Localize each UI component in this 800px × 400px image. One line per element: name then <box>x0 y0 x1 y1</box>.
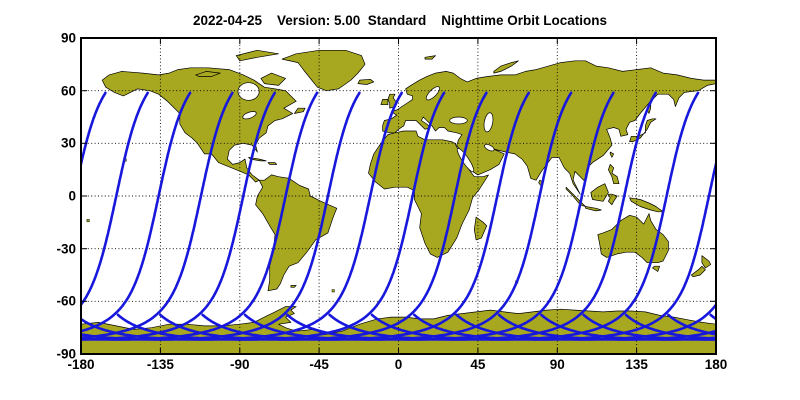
landmass <box>380 99 389 106</box>
landmass <box>690 265 706 278</box>
y-tick-label: -90 <box>56 346 76 362</box>
x-tick-label: 0 <box>394 357 403 372</box>
x-tick-label: -90 <box>229 357 250 372</box>
x-tick-label: -135 <box>146 357 174 372</box>
y-tick-label: 90 <box>60 30 76 46</box>
landmass <box>597 213 669 264</box>
orbit-track <box>455 302 716 341</box>
y-tick-label: 30 <box>60 135 76 151</box>
small-island <box>86 219 90 223</box>
landmass <box>424 55 436 60</box>
orbit-track <box>116 91 446 341</box>
x-tick-label: -45 <box>309 357 329 372</box>
orbit-track <box>81 91 276 341</box>
orbit-track <box>81 91 319 341</box>
landmass <box>382 60 716 195</box>
y-tick-label: -30 <box>56 241 76 257</box>
chart-title: 2022-04-25 Version: 5.00 Standard Nightt… <box>192 13 608 28</box>
landmass <box>629 197 664 213</box>
x-tick-label: 180 <box>704 357 728 372</box>
landmass <box>493 60 519 74</box>
landmass <box>608 164 620 185</box>
x-tick-label: -180 <box>67 357 95 372</box>
inland-sea <box>237 82 260 101</box>
landmass <box>608 193 618 206</box>
orbit-track <box>413 158 716 341</box>
inland-sea <box>242 111 257 120</box>
orbit-track <box>370 91 700 341</box>
landmass <box>473 216 488 241</box>
orbit-track <box>243 91 573 341</box>
orbit-track <box>81 91 107 170</box>
landmass <box>248 157 267 162</box>
plot-frame <box>80 37 717 355</box>
landmass <box>235 49 279 62</box>
y-tick-label: -60 <box>56 293 76 309</box>
landmass <box>609 151 615 158</box>
landmass <box>290 285 297 288</box>
small-island <box>331 289 335 293</box>
orbit-track <box>201 91 530 341</box>
landmass <box>652 265 660 272</box>
landmass <box>357 78 375 85</box>
y-tick-label: 0 <box>68 188 76 204</box>
x-tick-label: 135 <box>625 357 648 372</box>
landmass <box>701 255 712 269</box>
orbit-track <box>81 91 234 340</box>
orbit-track <box>81 91 192 333</box>
orbit-track <box>159 91 488 341</box>
landmass <box>255 174 338 292</box>
x-tick-label: 90 <box>549 357 565 372</box>
y-tick-label: 60 <box>60 83 76 99</box>
inland-sea <box>425 86 440 101</box>
landmass <box>260 72 286 86</box>
orbit-track <box>81 91 403 341</box>
inland-sea <box>483 112 494 133</box>
landmass <box>294 107 306 114</box>
orbit-track <box>286 91 615 341</box>
orbit-track <box>709 313 716 321</box>
landmass <box>195 71 221 77</box>
landmass <box>281 49 366 92</box>
orbit-track <box>81 91 149 307</box>
landmass <box>585 206 602 212</box>
landmass <box>267 162 278 165</box>
landmass <box>368 130 489 258</box>
x-tick-label: 45 <box>470 357 486 372</box>
landmass <box>590 183 609 202</box>
orbit-track <box>497 313 716 341</box>
inland-sea <box>449 116 468 125</box>
orbit-track <box>81 91 361 341</box>
orbit-track <box>328 91 657 341</box>
inland-sea <box>484 144 495 152</box>
